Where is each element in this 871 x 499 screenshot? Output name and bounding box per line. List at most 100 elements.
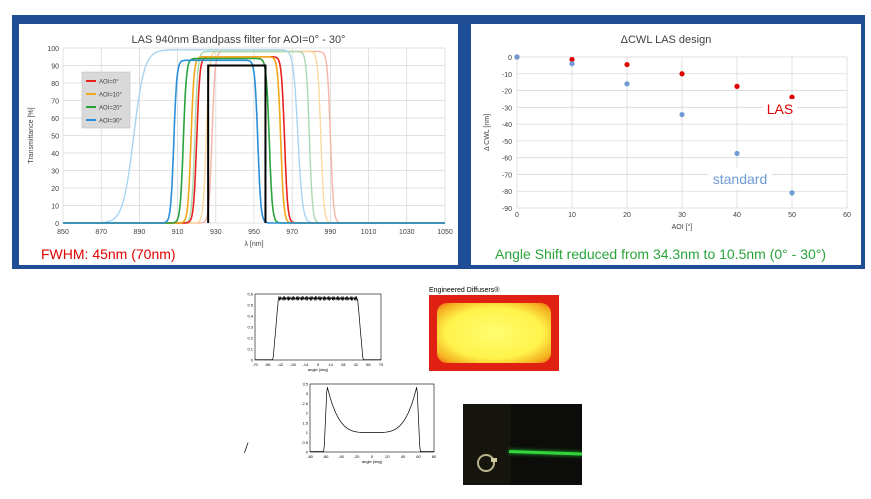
lens-mount (477, 454, 495, 472)
data-point (624, 81, 630, 87)
legend-label: AOI=20° (99, 106, 123, 112)
green-beam (508, 450, 582, 456)
x-tick-label: 950 (248, 229, 260, 236)
diffuser-pattern (429, 295, 559, 371)
y-tick-label: 0 (55, 221, 59, 228)
y-tick-label: 2.5 (302, 401, 308, 406)
y-tick-label: -40 (502, 122, 512, 129)
x-tick-label: 40 (401, 454, 406, 459)
plot-frame (309, 383, 435, 453)
data-point (569, 61, 575, 67)
x-tick-label: 1050 (437, 229, 453, 236)
x-tick-label: 910 (172, 229, 184, 236)
x-tick-label: 30 (678, 212, 686, 219)
x-tick-label: 850 (57, 229, 69, 236)
x-tick-label: -70 (252, 362, 259, 367)
diffuser-title: Engineered Diffusers® (429, 287, 500, 294)
y-tick-label: 1.5 (302, 420, 308, 425)
y-tick-label: 0.5 (247, 303, 253, 308)
x-tick-label: 20 (623, 212, 631, 219)
y-tick-label: 40 (51, 151, 59, 158)
transmittance-chart-title: LAS 940nm Bandpass filter for AOI=0° - 3… (131, 34, 346, 46)
y-tick-label: -30 (502, 105, 512, 112)
x-tick-label: 60 (843, 212, 851, 219)
y-tick-label: -50 (502, 139, 512, 146)
angle-shift-caption: Angle Shift reduced from 34.3nm to 10.5n… (495, 246, 827, 262)
legend-label: AOI=0° (99, 80, 119, 86)
y-tick-label: 0 (508, 55, 512, 62)
standard-series-label: standard (713, 171, 767, 187)
data-point (679, 111, 685, 118)
legend-label: AOI=30° (99, 119, 123, 125)
y-tick-label: 0.1 (247, 347, 253, 352)
transmittance-chart-panel: LAS 940nm Bandpass filter for AOI=0° - 3… (19, 24, 458, 265)
target-box (207, 64, 267, 223)
stray-mark: / (244, 440, 249, 457)
y-tick-label: 20 (51, 186, 59, 193)
y-tick-label: 90 (51, 64, 59, 71)
x-tick-label: 930 (210, 229, 222, 236)
y-tick-label: 0.6 (247, 292, 253, 297)
standard-label-bg (708, 168, 772, 190)
las-series-label: LAS (767, 101, 793, 117)
x-tick-label: 1030 (399, 229, 415, 236)
x-tick-label: 28 (341, 362, 346, 367)
x-tick-label: 40 (733, 212, 741, 219)
delta-cwl-chart-panel: ΔCWL LAS design 0 -10 -20 -30 -40 -50 -60 -70 -8… (471, 24, 861, 265)
x-tick-label: 10 (568, 212, 576, 219)
data-point (624, 61, 630, 68)
y-tick-label: 0.2 (247, 336, 253, 341)
y-axis-label: Transmittance [%] (28, 107, 35, 163)
delta-cwl-chart-title: ΔCWL LAS design (620, 34, 712, 46)
data-point (734, 83, 740, 89)
x-tick-label: 1010 (361, 229, 377, 236)
x-tick-label: -28 (290, 362, 297, 367)
laser-beam-photo (463, 404, 582, 485)
x-tick-label: 56 (366, 362, 371, 367)
y-tick-label: 1 (306, 430, 309, 435)
legend: AOI=0° AOI=10° AOI=20° AOI=30° (81, 71, 131, 129)
x-tick-label: 50 (788, 212, 796, 219)
y-tick-label: 0 (306, 450, 309, 455)
x-axis-label: λ [nm] (244, 241, 263, 248)
x-tick-label: 60 (416, 454, 421, 459)
data-point (789, 94, 795, 100)
flat-top-profile-thumbnail: -70 -56 -42 -28 -14 0 14 28 42 56 70 0 0.1 0.2 0.3 0.4 0… (247, 292, 384, 373)
y-tick-label: -20 (502, 89, 512, 96)
x-tick-label: 0 (515, 212, 519, 219)
profile-curve (310, 387, 434, 452)
y-tick-label: 10 (51, 204, 59, 211)
x-tick-label: -60 (323, 454, 330, 459)
diffuser-thumbnail: Engineered Diffusers® (429, 286, 561, 372)
y-tick-label: 3.5 (302, 382, 308, 387)
x-axis-label: angle (deg) (308, 367, 329, 372)
y-tick-label: 3 (306, 391, 309, 396)
y-tick-label: 0.3 (247, 325, 253, 330)
x-axis-label: angle (deg) (362, 459, 383, 464)
y-tick-label: -10 (502, 72, 512, 79)
y-tick-label: -60 (502, 156, 512, 163)
x-tick-label: -14 (303, 362, 310, 367)
x-tick-label: -40 (338, 454, 345, 459)
x-tick-label: 890 (134, 229, 146, 236)
x-tick-label: 42 (354, 362, 359, 367)
x-tick-label: 970 (286, 229, 298, 236)
y-tick-label: 100 (47, 46, 59, 53)
y-tick-label: 0 (251, 358, 254, 363)
x-tick-label: -42 (277, 362, 284, 367)
x-tick-label: 990 (325, 229, 337, 236)
x-tick-label: 14 (328, 362, 333, 367)
transmittance-chart: 0 10 20 30 40 50 60 70 80 90 100 850 870 890 910 930 950… (28, 46, 453, 248)
x-tick-label: 0 (371, 454, 374, 459)
x-tick-label: -80 (307, 454, 314, 459)
profile-curve (255, 295, 381, 361)
fwhm-caption: FWHM: 45nm (70nm) (41, 246, 176, 262)
y-tick-label: 0.4 (247, 314, 253, 319)
x-tick-label: 870 (95, 229, 107, 236)
y-tick-label: 80 (51, 81, 59, 88)
data-point (734, 150, 740, 157)
y-tick-label: 60 (51, 116, 59, 123)
x-tick-label: -56 (265, 362, 272, 367)
series-line (63, 59, 445, 224)
data-point (569, 56, 575, 63)
